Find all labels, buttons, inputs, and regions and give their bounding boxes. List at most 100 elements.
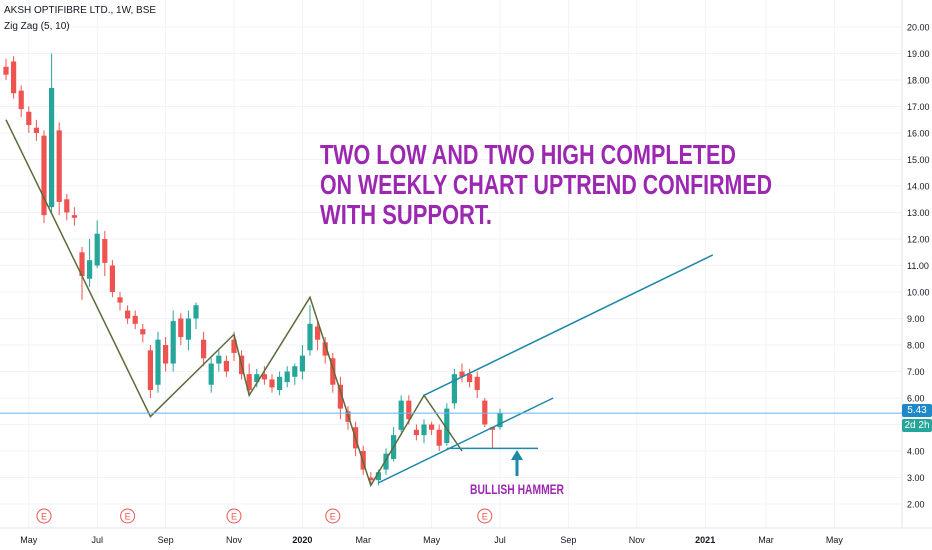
candle-body: [375, 472, 381, 481]
earnings-marker-label: E: [330, 512, 336, 522]
price-tick-label: 12.00: [907, 235, 930, 245]
candle-body: [292, 366, 298, 377]
last-price-badge: 5.43: [902, 404, 932, 417]
candle-body: [330, 358, 336, 385]
time-tick-label: May: [20, 535, 38, 545]
candle-body: [277, 376, 283, 391]
trendline[interactable]: [423, 254, 714, 397]
candle-body: [140, 329, 146, 335]
time-tick-label: 2020: [292, 535, 312, 545]
candle-body: [125, 310, 131, 319]
candle-body: [451, 374, 457, 404]
earnings-marker[interactable]: [325, 508, 341, 524]
candle-body: [413, 429, 419, 436]
candle-body: [26, 111, 32, 126]
price-tick-label: 2.00: [907, 500, 925, 510]
candle-body: [223, 360, 229, 372]
price-tick-label: 17.00: [907, 102, 930, 112]
candle-body: [337, 384, 343, 409]
candle-body: [132, 315, 138, 324]
price-tick-label: 11.00: [907, 261, 929, 271]
candle-body: [231, 339, 237, 353]
trendline-drawings[interactable]: [378, 254, 714, 484]
price-tick-label: 16.00: [907, 129, 930, 139]
price-tick-label: 10.00: [907, 288, 930, 298]
earnings-marker[interactable]: [36, 508, 52, 524]
price-tick-label: 19.00: [907, 49, 930, 59]
candle-body: [489, 427, 495, 430]
time-tick-label: Mar: [758, 535, 774, 545]
candle-body: [102, 239, 108, 263]
price-tick-label: 15.00: [907, 155, 930, 165]
candle-body: [216, 355, 222, 364]
candle-body: [71, 215, 77, 218]
candle-body: [269, 379, 275, 388]
countdown-badge: 2d 2h: [902, 419, 932, 432]
price-tick-label: 14.00: [907, 182, 930, 192]
time-tick-label: Mar: [355, 535, 371, 545]
candle-body: [170, 321, 176, 364]
candle-body: [94, 233, 100, 266]
candle-body: [208, 363, 214, 385]
earnings-marker[interactable]: [120, 508, 136, 524]
price-tick-label: 7.00: [907, 367, 925, 377]
candle-body: [459, 371, 465, 377]
candle-body: [254, 374, 260, 383]
price-tick-label: 18.00: [907, 76, 930, 86]
time-axis-labels: May Jul Sep Nov 2020 Mar May Jul Sep Nov 2021 Mar Ma…: [20, 535, 843, 545]
candle-body: [383, 453, 389, 470]
candle-body: [474, 376, 480, 391]
candle-body: [436, 429, 442, 446]
time-tick-label: Jul: [91, 535, 103, 545]
candle-body: [246, 374, 252, 391]
time-tick-label: Nov: [629, 535, 646, 545]
candle-body: [18, 90, 24, 110]
symbol-header[interactable]: AKSH OPTIFIBRE LTD., 1W, BSE: [4, 5, 157, 16]
candle-body: [117, 297, 123, 303]
candle-body: [201, 339, 207, 359]
price-tick-label: 13.00: [907, 208, 930, 218]
candle-body: [33, 127, 39, 133]
indicator-header[interactable]: Zig Zag (5, 10): [4, 21, 70, 32]
candle-body: [64, 199, 70, 213]
candle-body: [322, 342, 328, 356]
price-tick-label: 9.00: [907, 314, 925, 324]
candle-body: [421, 424, 427, 436]
price-tick-label: 6.00: [907, 394, 925, 404]
price-tick-label: 4.00: [907, 447, 925, 457]
price-tick-label: 8.00: [907, 341, 925, 351]
earnings-marker-label: E: [231, 512, 237, 522]
candle-body: [87, 260, 93, 279]
candle-body: [155, 339, 161, 385]
earnings-marker-label: E: [41, 512, 47, 522]
trendline[interactable]: [378, 397, 554, 484]
headline-line-1: TWO LOW AND TWO HIGH COMPLETED: [320, 139, 736, 170]
arrow-up-icon: [511, 450, 523, 460]
candle-body: [109, 265, 115, 292]
time-tick-label: May: [423, 535, 441, 545]
earnings-marker[interactable]: [477, 508, 493, 524]
price-tick-label: 3.00: [907, 473, 925, 483]
candle-body: [56, 130, 62, 202]
candle-body: [284, 371, 290, 383]
candle-body: [307, 323, 313, 351]
earnings-marker-label: E: [482, 512, 488, 522]
zigzag-indicator: [5, 119, 463, 488]
candle-body: [3, 66, 9, 75]
candle-body: [482, 400, 488, 425]
earnings-marker[interactable]: [226, 508, 242, 524]
candle-body: [79, 252, 85, 277]
time-tick-label: Sep: [158, 535, 174, 545]
headline-line-2: ON WEEKLY CHART UPTREND CONFIRMED: [320, 169, 772, 200]
candle-body: [315, 326, 321, 340]
candle-body: [163, 345, 169, 364]
candle-body: [193, 305, 199, 319]
candle-body: [299, 355, 305, 372]
candle-body: [49, 87, 55, 208]
candle-body: [178, 318, 184, 338]
price-axis-labels: 2.003.004.005.006.007.008.009.0010.0011.…: [907, 23, 930, 510]
candle-body: [406, 400, 412, 420]
